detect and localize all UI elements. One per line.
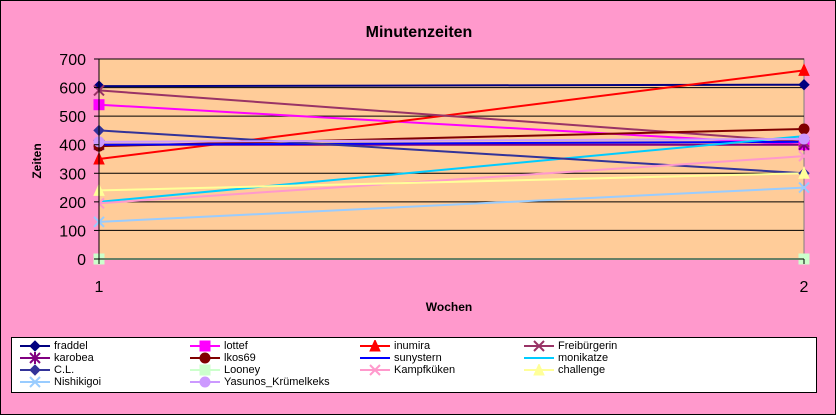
legend-swatch bbox=[360, 340, 390, 352]
legend-label: C.L. bbox=[54, 364, 75, 376]
y-tick-label: 600 bbox=[59, 81, 86, 98]
data-point bbox=[798, 63, 810, 76]
legend-swatch bbox=[360, 357, 390, 359]
legend-swatch bbox=[190, 340, 220, 352]
legend-label: karobea bbox=[54, 352, 94, 364]
y-tick-label: 700 bbox=[59, 52, 86, 69]
legend-swatch bbox=[20, 376, 50, 388]
plot-background bbox=[98, 58, 805, 260]
legend-swatch bbox=[524, 364, 554, 376]
data-point bbox=[798, 133, 810, 145]
x-tick-label: 1 bbox=[95, 279, 104, 296]
legend-swatch bbox=[524, 340, 554, 352]
legend-label: fraddel bbox=[54, 340, 88, 352]
y-tick-label: 400 bbox=[59, 138, 86, 155]
series-line bbox=[98, 103, 805, 146]
y-tick-label: 100 bbox=[59, 223, 86, 240]
legend-label: monikatze bbox=[558, 352, 609, 364]
legend-swatch bbox=[20, 364, 50, 376]
legend-label: sunystern bbox=[394, 352, 442, 364]
data-point bbox=[798, 79, 810, 91]
legend-swatch bbox=[524, 357, 554, 359]
legend-label: Yasunos_Krümelkeks bbox=[224, 376, 330, 388]
legend-label: lkos69 bbox=[224, 352, 256, 364]
x-tick-label: 2 bbox=[800, 279, 809, 296]
legend: fraddel lottef inumira Freibürgerin karobea l… bbox=[11, 337, 817, 393]
series-line bbox=[98, 129, 805, 175]
chart-title: Minutenzeiten bbox=[366, 24, 473, 41]
y-tick-label: 300 bbox=[59, 166, 86, 183]
legend-swatch bbox=[190, 352, 220, 364]
series-line bbox=[98, 89, 805, 143]
legend-swatch bbox=[190, 376, 220, 388]
legend-label: Kampfküken bbox=[394, 364, 456, 376]
legend-label: lottef bbox=[224, 340, 248, 352]
x-axis-title: Wochen bbox=[426, 300, 472, 314]
y-axis-title: Zeiten bbox=[30, 143, 44, 178]
data-point bbox=[798, 166, 810, 179]
legend-swatch bbox=[20, 352, 50, 364]
legend-label: challenge bbox=[558, 364, 606, 376]
legend-label: inumira bbox=[394, 340, 431, 352]
series-line bbox=[98, 140, 805, 146]
data-point bbox=[798, 150, 810, 162]
series-line bbox=[98, 186, 805, 223]
series-line bbox=[98, 172, 805, 192]
legend-swatch bbox=[190, 364, 220, 376]
legend-swatch bbox=[20, 340, 50, 352]
series-line bbox=[98, 83, 805, 88]
series-line bbox=[98, 138, 805, 143]
legend-swatch bbox=[360, 364, 390, 376]
data-point bbox=[798, 123, 810, 135]
series-line bbox=[98, 135, 805, 203]
series-line bbox=[98, 155, 805, 205]
y-tick-label: 200 bbox=[59, 195, 86, 212]
legend-label: Looney bbox=[224, 364, 261, 376]
data-point bbox=[798, 181, 810, 194]
y-tick-label: 500 bbox=[59, 109, 86, 126]
legend-label: Freibürgerin bbox=[558, 340, 618, 352]
legend-label: Nishikigoi bbox=[54, 376, 102, 388]
y-tick-label: 0 bbox=[77, 252, 86, 269]
